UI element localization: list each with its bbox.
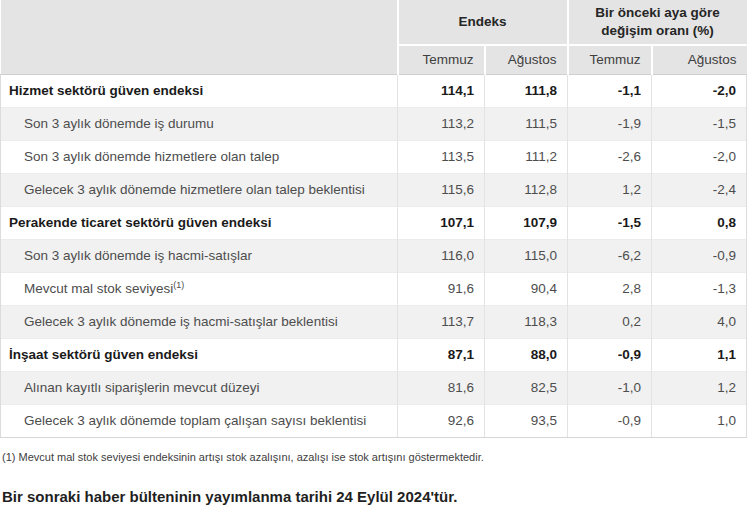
row-label: Mevcut mal stok seviyesi(1): [1, 273, 398, 306]
value-cell: -6,2: [568, 240, 652, 273]
value-cell: 1,2: [568, 174, 652, 207]
table-body: Hizmet sektörü güven endeksi114,1111,8-1…: [1, 75, 747, 438]
section-row: İnşaat sektörü güven endeksi87,188,0-0,9…: [1, 339, 747, 372]
value-cell: -1,3: [652, 273, 747, 306]
confidence-index-table: Endeks Bir önceki aya göre değişim oranı…: [0, 0, 747, 438]
value-cell: 87,1: [398, 339, 485, 372]
table-row: Son 3 aylık dönemde iş hacmi-satışlar116…: [1, 240, 747, 273]
next-release-note: Bir sonraki haber bülteninin yayımlanma …: [2, 488, 750, 506]
value-cell: 113,2: [398, 108, 485, 141]
value-cell: 93,5: [485, 405, 568, 438]
value-cell: 118,3: [485, 306, 568, 339]
value-cell: 1,2: [652, 372, 747, 405]
label-column-header: [1, 0, 398, 75]
group-header-monthly-change: Bir önceki aya göre değişim oranı (%): [568, 0, 747, 45]
col-header-change-agustos: Ağustos: [652, 45, 747, 75]
bulletin-table-page: Endeks Bir önceki aya göre değişim oranı…: [0, 0, 750, 506]
table-row: Gelecek 3 aylık dönemde iş hacmi-satışla…: [1, 306, 747, 339]
value-cell: 0,8: [652, 207, 747, 240]
table-row: Son 3 aylık dönemde iş durumu113,2111,5-…: [1, 108, 747, 141]
row-label: İnşaat sektörü güven endeksi: [1, 339, 398, 372]
value-cell: -1,9: [568, 108, 652, 141]
col-header-change-temmuz: Temmuz: [568, 45, 652, 75]
table-header: Endeks Bir önceki aya göre değişim oranı…: [1, 0, 747, 75]
row-label: Alınan kayıtlı siparişlerin mevcut düzey…: [1, 372, 398, 405]
section-row: Perakende ticaret sektörü güven endeksi1…: [1, 207, 747, 240]
col-header-endeks-temmuz: Temmuz: [398, 45, 485, 75]
footnote: (1) Mevcut mal stok seviyesi endeksinin …: [2, 450, 750, 464]
value-cell: 115,0: [485, 240, 568, 273]
section-row: Hizmet sektörü güven endeksi114,1111,8-1…: [1, 75, 747, 108]
value-cell: -2,4: [652, 174, 747, 207]
value-cell: 107,1: [398, 207, 485, 240]
value-cell: -2,6: [568, 141, 652, 174]
row-label: Son 3 aylık dönemde hizmetlere olan tale…: [1, 141, 398, 174]
value-cell: 90,4: [485, 273, 568, 306]
value-cell: 113,7: [398, 306, 485, 339]
value-cell: 111,2: [485, 141, 568, 174]
value-cell: -1,1: [568, 75, 652, 108]
value-cell: -2,0: [652, 141, 747, 174]
value-cell: 81,6: [398, 372, 485, 405]
value-cell: 91,6: [398, 273, 485, 306]
value-cell: -1,5: [568, 207, 652, 240]
value-cell: 115,6: [398, 174, 485, 207]
table-row: Mevcut mal stok seviyesi(1)91,690,42,8-1…: [1, 273, 747, 306]
row-label: Gelecek 3 aylık dönemde iş hacmi-satışla…: [1, 306, 398, 339]
value-cell: 114,1: [398, 75, 485, 108]
value-cell: 1,0: [652, 405, 747, 438]
value-cell: 113,5: [398, 141, 485, 174]
row-label: Gelecek 3 aylık dönemde hizmetlere olan …: [1, 174, 398, 207]
value-cell: 92,6: [398, 405, 485, 438]
row-label: Hizmet sektörü güven endeksi: [1, 75, 398, 108]
table-row: Gelecek 3 aylık dönemde toplam çalışan s…: [1, 405, 747, 438]
value-cell: 116,0: [398, 240, 485, 273]
value-cell: 1,1: [652, 339, 747, 372]
table-row: Gelecek 3 aylık dönemde hizmetlere olan …: [1, 174, 747, 207]
value-cell: 82,5: [485, 372, 568, 405]
row-label: Son 3 aylık dönemde iş hacmi-satışlar: [1, 240, 398, 273]
row-label: Son 3 aylık dönemde iş durumu: [1, 108, 398, 141]
value-cell: 4,0: [652, 306, 747, 339]
row-label: Perakende ticaret sektörü güven endeksi: [1, 207, 398, 240]
footnote-marker: (1): [173, 280, 184, 290]
group-header-endeks: Endeks: [398, 0, 568, 45]
value-cell: 111,5: [485, 108, 568, 141]
value-cell: -0,9: [652, 240, 747, 273]
value-cell: 2,8: [568, 273, 652, 306]
value-cell: -0,9: [568, 339, 652, 372]
col-header-endeks-agustos: Ağustos: [485, 45, 568, 75]
value-cell: 112,8: [485, 174, 568, 207]
row-label: Gelecek 3 aylık dönemde toplam çalışan s…: [1, 405, 398, 438]
value-cell: 0,2: [568, 306, 652, 339]
table-row: Alınan kayıtlı siparişlerin mevcut düzey…: [1, 372, 747, 405]
value-cell: -2,0: [652, 75, 747, 108]
value-cell: 107,9: [485, 207, 568, 240]
value-cell: 88,0: [485, 339, 568, 372]
value-cell: -1,5: [652, 108, 747, 141]
value-cell: -1,0: [568, 372, 652, 405]
header-group-row: Endeks Bir önceki aya göre değişim oranı…: [1, 0, 747, 45]
table-row: Son 3 aylık dönemde hizmetlere olan tale…: [1, 141, 747, 174]
value-cell: 111,8: [485, 75, 568, 108]
value-cell: -0,9: [568, 405, 652, 438]
